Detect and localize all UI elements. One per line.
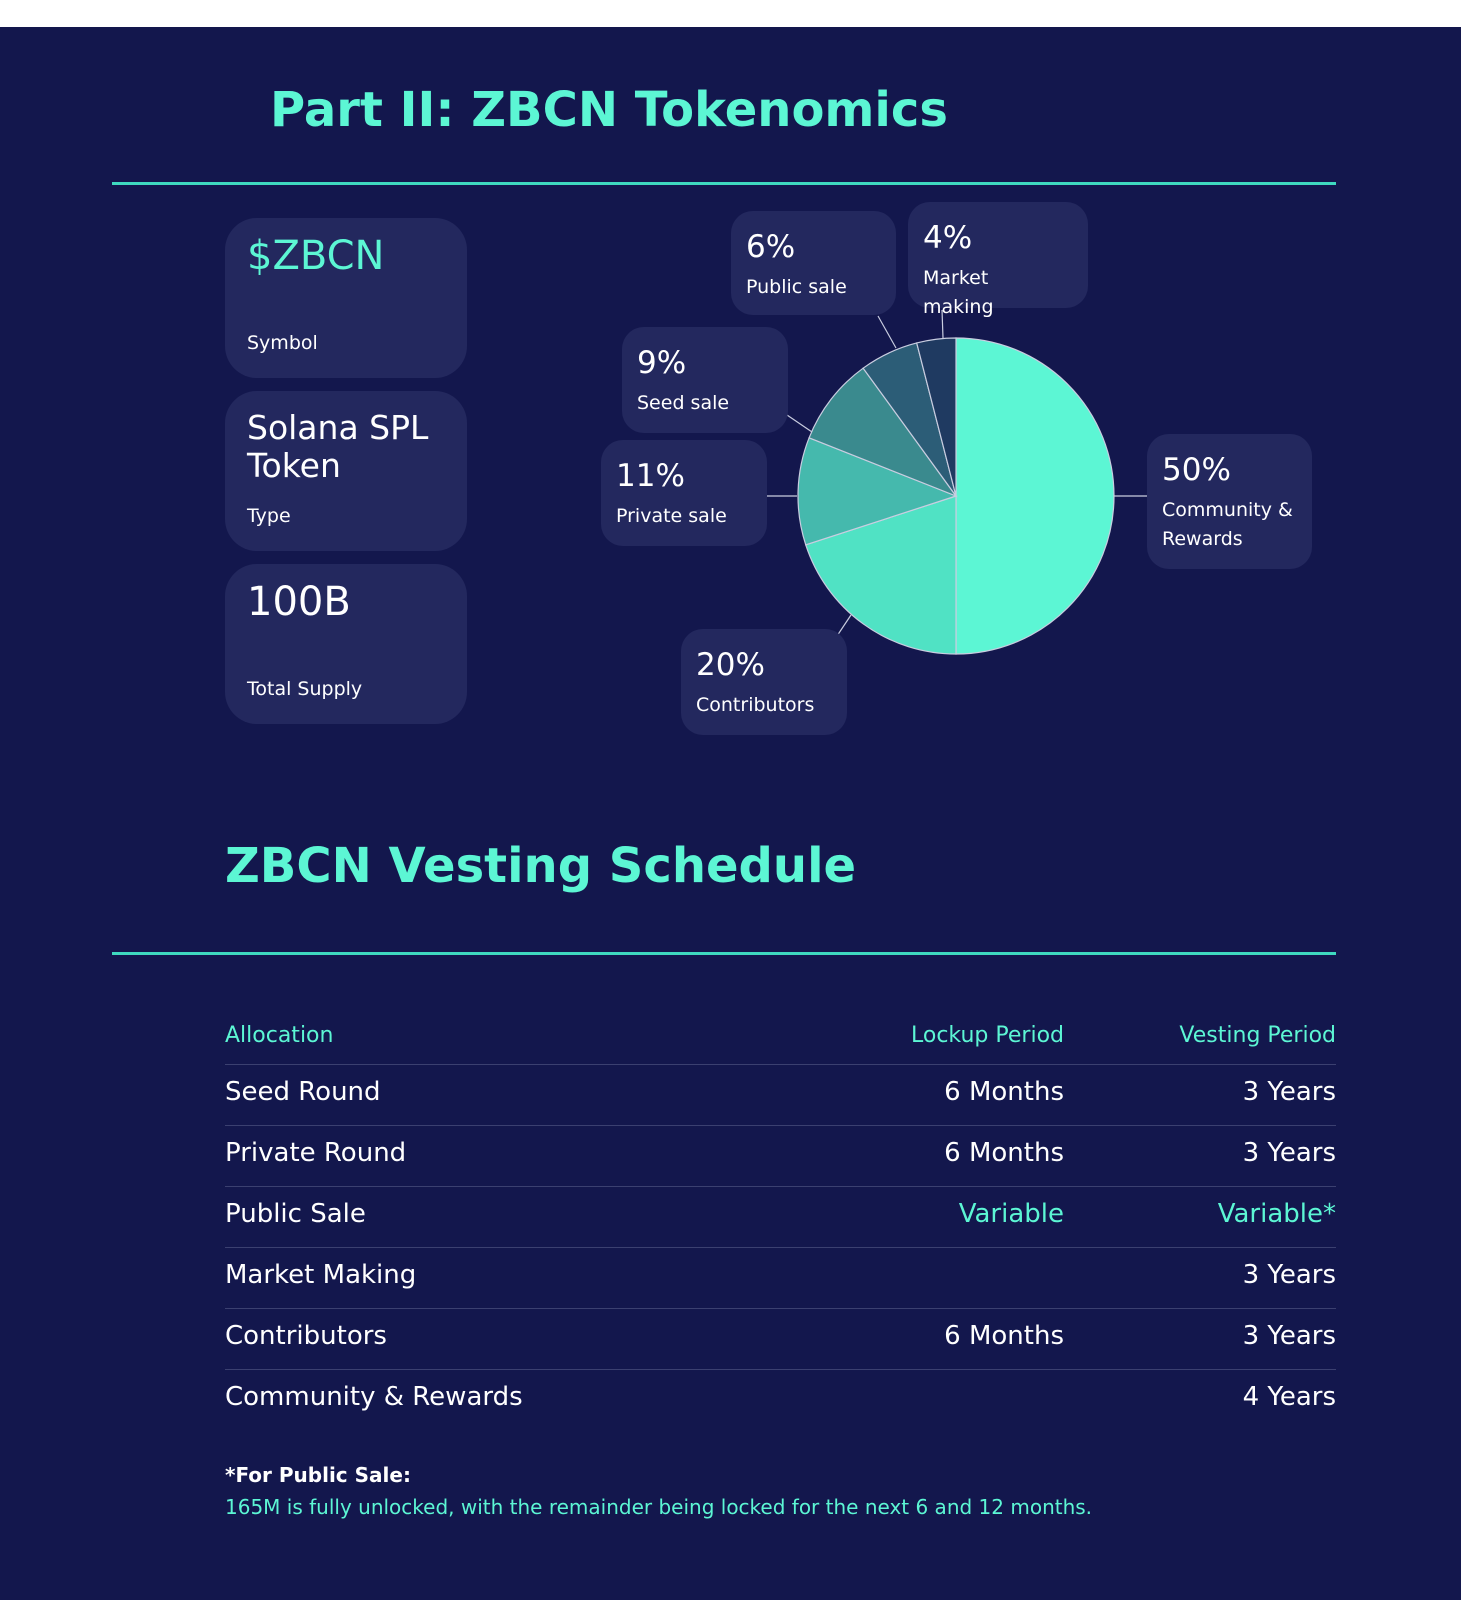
table-cell: Community & Rewards bbox=[225, 1382, 523, 1412]
slice-label: Seed sale bbox=[637, 392, 730, 414]
pie-callout: 20% Contributors bbox=[681, 629, 847, 735]
row-separator bbox=[225, 1308, 1336, 1309]
pie-callout: 9% Seed sale bbox=[622, 327, 788, 433]
data-label: 4% bbox=[923, 220, 973, 256]
slice-label: Market making bbox=[923, 267, 994, 318]
table-cell: 6 Months bbox=[944, 1138, 1064, 1168]
pie-callout: 11% Private sale bbox=[601, 440, 767, 546]
table-cell: Contributors bbox=[225, 1321, 387, 1351]
fact-label: Symbol bbox=[247, 332, 318, 354]
row-separator bbox=[225, 1186, 1336, 1187]
data-label: 50% bbox=[1162, 452, 1231, 488]
fact-label: Total Supply bbox=[247, 678, 363, 700]
pie-chart bbox=[767, 309, 1147, 655]
table-cell: Seed Round bbox=[225, 1077, 381, 1107]
row-separator bbox=[225, 1125, 1336, 1126]
slice-label: Public sale bbox=[746, 276, 847, 298]
table-cell: Market Making bbox=[225, 1260, 417, 1290]
note-title: *For Public Sale: bbox=[225, 1463, 411, 1487]
data-label: 9% bbox=[637, 345, 687, 381]
table-cell: 4 Years bbox=[1242, 1382, 1336, 1412]
data-label: 11% bbox=[616, 458, 685, 494]
fact-value: 100B bbox=[247, 579, 351, 625]
pie-callout: 6% Public sale bbox=[731, 211, 896, 315]
fact-label: Type bbox=[247, 505, 291, 527]
table-cell: 6 Months bbox=[944, 1077, 1064, 1107]
fact-card: $ZBCN Symbol bbox=[225, 218, 467, 378]
fact-card: Solana SPL Token Type bbox=[225, 391, 467, 551]
leader-line bbox=[941, 309, 944, 339]
table-cell: Variable* bbox=[1217, 1199, 1336, 1229]
page-title: Part II: ZBCN Tokenomics bbox=[270, 82, 948, 138]
pie-slice bbox=[955, 337, 1115, 655]
fact-card: 100B Total Supply bbox=[225, 564, 467, 724]
table-cell: 3 Years bbox=[1242, 1321, 1336, 1351]
leader-line bbox=[786, 414, 813, 433]
row-separator bbox=[225, 1064, 1336, 1065]
row-separator bbox=[225, 1247, 1336, 1248]
slice-label: Community & Rewards bbox=[1162, 499, 1293, 550]
table-cell: 6 Months bbox=[944, 1321, 1064, 1351]
table-cell: 3 Years bbox=[1242, 1260, 1336, 1290]
table-cell: Private Round bbox=[225, 1138, 407, 1168]
fact-value: $ZBCN bbox=[247, 233, 385, 279]
slice-label: Contributors bbox=[696, 694, 815, 716]
column-header: Lockup Period bbox=[911, 1023, 1064, 1048]
table-cell: Public Sale bbox=[225, 1199, 366, 1229]
pie-callout: 50% Community & Rewards bbox=[1147, 434, 1312, 569]
leader-line bbox=[836, 614, 852, 637]
note: 165M is fully unlocked, with the remaind… bbox=[225, 1495, 1093, 1519]
column-header: Allocation bbox=[225, 1023, 334, 1048]
pie-slice bbox=[915, 337, 957, 497]
data-label: 20% bbox=[696, 647, 765, 683]
divider bbox=[112, 952, 1336, 955]
top-strip bbox=[0, 0, 1461, 27]
row-separator bbox=[225, 1369, 1336, 1370]
leader-line bbox=[877, 315, 897, 349]
data-label: 6% bbox=[746, 229, 796, 265]
table-cell: 3 Years bbox=[1242, 1077, 1336, 1107]
pie-slice bbox=[797, 437, 958, 546]
slice-label: Private sale bbox=[616, 505, 727, 527]
fact-value: Solana SPL Token bbox=[247, 408, 429, 485]
pie-callout: 4% Market making bbox=[908, 202, 1088, 318]
pie-slice bbox=[808, 367, 958, 498]
table-cell: Variable bbox=[958, 1199, 1064, 1229]
table-cell: 3 Years bbox=[1242, 1138, 1336, 1168]
section-title: ZBCN Vesting Schedule bbox=[225, 838, 857, 894]
column-header: Vesting Period bbox=[1179, 1023, 1336, 1048]
divider bbox=[112, 182, 1336, 185]
pie-slice bbox=[804, 495, 957, 655]
